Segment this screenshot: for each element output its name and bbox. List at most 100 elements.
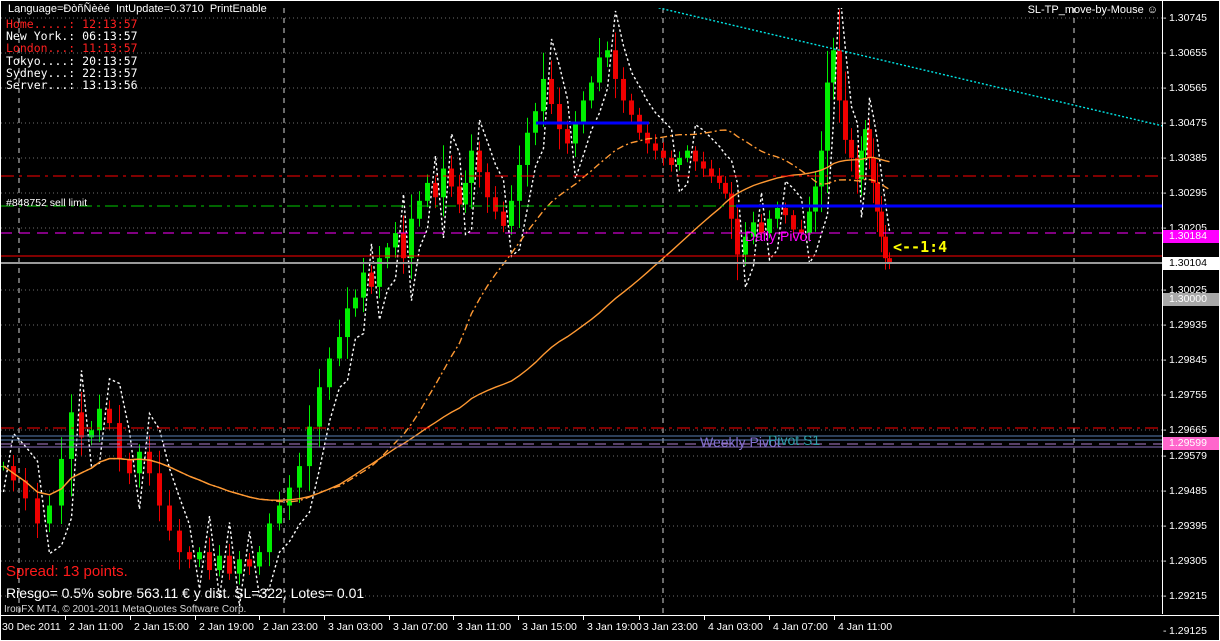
candlestick-series[interactable]: [1, 9, 892, 585]
chart-canvas: [1, 8, 1162, 614]
candle-body: [425, 182, 430, 201]
candle-body: [743, 236, 748, 255]
candle-body: [485, 172, 490, 198]
time-tick: 3 Jan 03:00: [328, 621, 383, 633]
candle-body: [59, 458, 64, 506]
candle-body: [345, 308, 350, 338]
candle-body: [117, 423, 122, 459]
candle-body: [449, 168, 454, 187]
candle-body: [227, 555, 232, 574]
candle-body: [581, 100, 586, 122]
candle-body: [337, 337, 342, 359]
candle-body: [23, 480, 28, 499]
time-tick: 2 Jan 11:00: [69, 621, 124, 633]
candle-body: [433, 182, 438, 198]
candle-body: [369, 272, 374, 287]
candle-body: [277, 505, 282, 524]
time-tick: 3 Jan 11:00: [457, 621, 512, 633]
time-scale[interactable]: 30 Dec 2011 2 Jan 11:00 2 Jan 15:00 2 Jan 1…: [0, 615, 1220, 641]
time-tick-mark: [834, 616, 835, 620]
candle-body: [799, 229, 804, 234]
candle-body: [661, 150, 666, 158]
candle-body: [417, 200, 422, 219]
candle-body: [257, 552, 262, 567]
label-daily-pivot[interactable]: Daily Pivot: [745, 228, 812, 244]
candle-body: [819, 150, 824, 187]
time-tick: 3 Jan 19:00: [587, 621, 642, 633]
candle-body: [385, 247, 390, 259]
candle-body: [887, 258, 892, 264]
candle-body: [775, 207, 780, 219]
chart-plot-area[interactable]: [1, 8, 1162, 614]
candle-body: [237, 559, 242, 574]
candle-body: [843, 100, 848, 140]
candle-body: [409, 218, 414, 259]
candle-body: [791, 215, 796, 230]
price-tick: -1.29755: [1163, 389, 1207, 401]
candle-body: [317, 387, 322, 427]
world-clock-panel: Home.....: 12:13:57 New York.: 06:13:57 Lo…: [6, 18, 138, 91]
time-tick-mark: [130, 616, 131, 620]
candle-body: [287, 487, 292, 506]
candle-body: [653, 143, 658, 151]
price-tick: -1.29305: [1163, 555, 1207, 567]
price-tick: -1.30475: [1163, 117, 1207, 129]
candle-body: [147, 451, 152, 474]
candle-body: [605, 50, 610, 58]
label-pivot-s1[interactable]: Pivot S1: [768, 432, 821, 448]
candle-body: [89, 430, 94, 438]
candle-body: [541, 78, 546, 112]
candle-body: [621, 78, 626, 101]
candle-body: [207, 552, 212, 571]
price-tick-badge: 1.30000: [1163, 293, 1220, 306]
candle-body: [457, 186, 462, 205]
time-tick-mark: [65, 616, 66, 620]
candle-body: [353, 297, 358, 309]
candle-body: [533, 111, 538, 133]
candle-body: [247, 559, 252, 567]
order-label-sell-limit[interactable]: #848752 sell limit: [6, 197, 88, 209]
candle-body: [157, 473, 162, 506]
price-tick: -1.29395: [1163, 520, 1207, 532]
indicator-title: SL-TP_move-by-Mouse ☺: [1027, 4, 1158, 16]
candle-body: [501, 211, 506, 226]
time-tick: 3 Jan 23:00: [643, 621, 698, 633]
time-tick: 30 Dec 2011: [2, 621, 61, 633]
candle-body: [735, 218, 740, 255]
clock-row-tokyo: Tokyo....: 20:13:57: [6, 53, 138, 68]
candle-body: [217, 555, 222, 571]
candle-body: [867, 129, 872, 158]
time-tick: 2 Jan 15:00: [134, 621, 189, 633]
candle-body: [477, 150, 482, 173]
indicator-ma-fast: [3, 129, 890, 503]
candle-body: [597, 57, 602, 83]
price-tick: -1.29125: [1163, 625, 1207, 637]
label-risk-reward-ratio[interactable]: <--1:4: [893, 238, 948, 256]
time-tick: 4 Jan 07:00: [773, 621, 828, 633]
price-tick: -1.30565: [1163, 82, 1207, 94]
candle-body: [127, 458, 132, 474]
candle-body: [187, 552, 192, 560]
candle-body: [549, 78, 554, 105]
candle-body: [751, 222, 756, 237]
candle-body: [327, 358, 332, 388]
candle-body: [463, 182, 468, 205]
price-tick: -1.29579: [1163, 450, 1207, 462]
time-tick: 3 Jan 07:00: [393, 621, 448, 633]
label-weekly-pivot[interactable]: Weekly Pivot: [700, 434, 781, 450]
candle-body: [825, 82, 830, 151]
time-tick-mark: [704, 616, 705, 620]
candle-body: [759, 222, 764, 234]
trendline-cyan-resistance[interactable]: [608, 8, 1162, 127]
time-tick-mark: [389, 616, 390, 620]
candle-body: [645, 132, 650, 144]
clock-row-newyork: New York.: 06:13:57: [6, 29, 138, 44]
price-tick: -1.29485: [1163, 485, 1207, 497]
candle-body: [879, 211, 884, 237]
candle-body: [493, 197, 498, 212]
price-scale[interactable]: -1.30745 -1.30655 -1.30565 -1.30475 -1.30385…: [1162, 0, 1220, 637]
time-tick-mark: [769, 616, 770, 620]
time-tick-mark: [518, 616, 519, 620]
